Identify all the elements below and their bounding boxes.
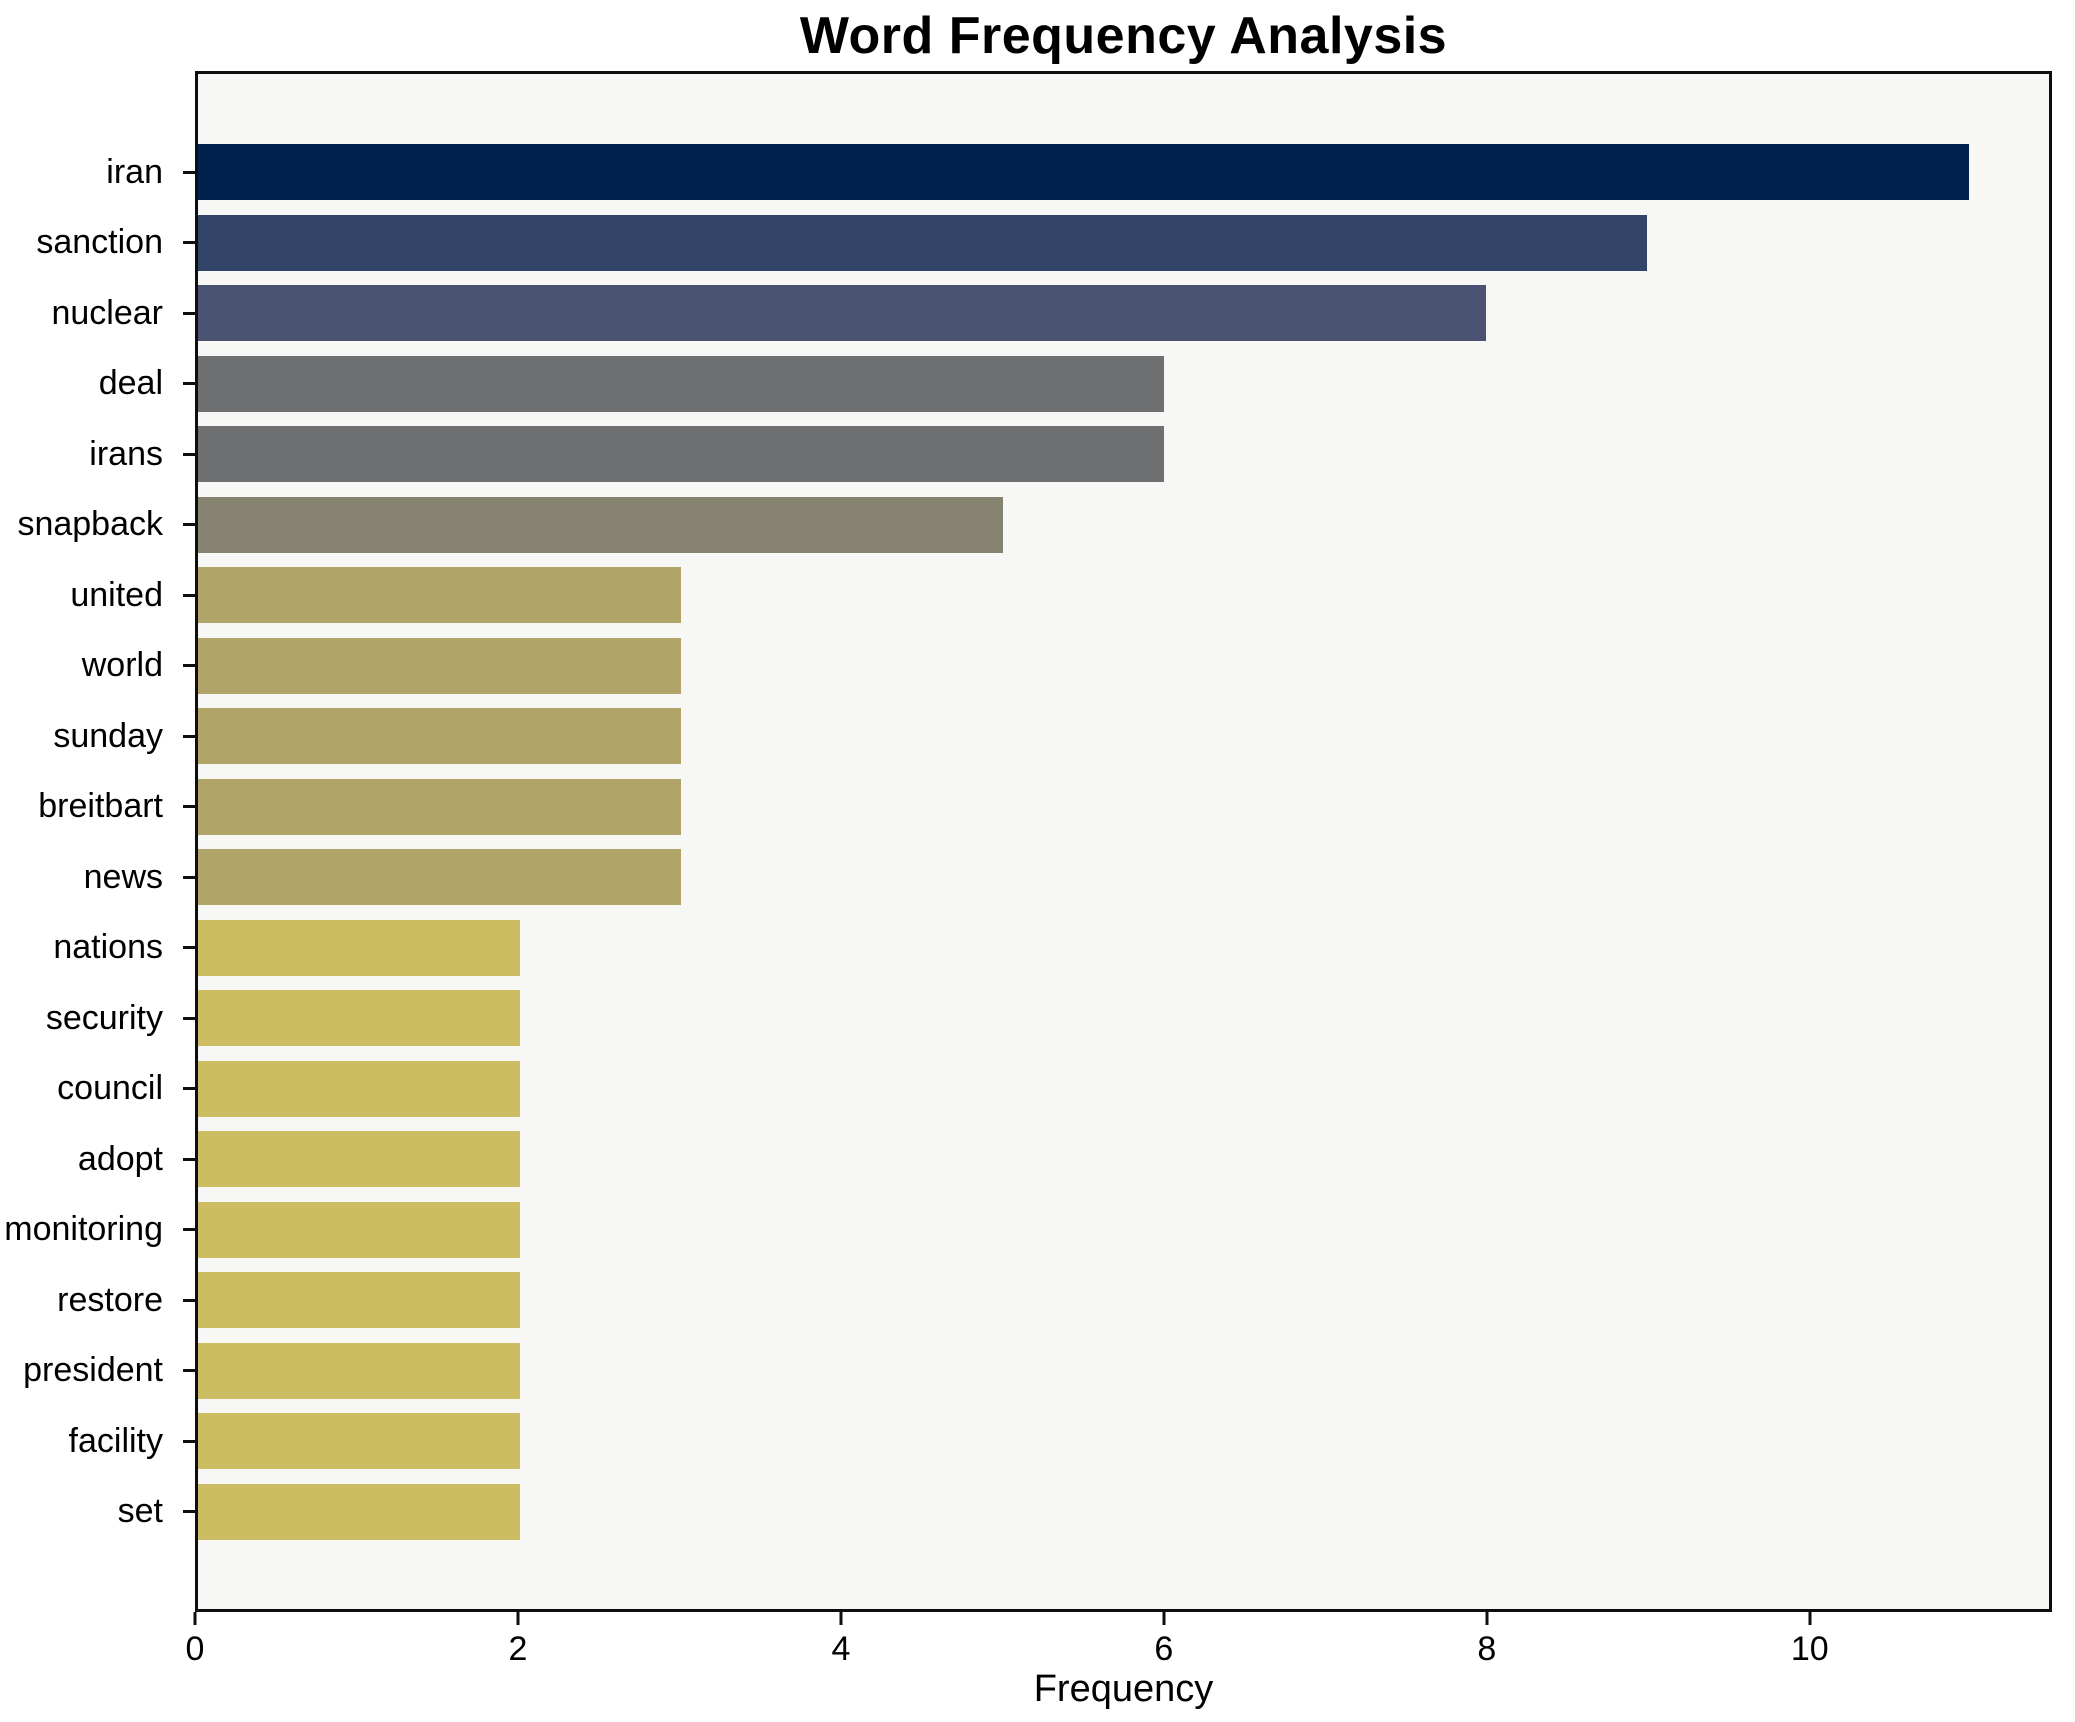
y-label-president: president (23, 1351, 163, 1390)
bar-row-nuclear (198, 278, 2049, 349)
x-axis-title: Frequency (1033, 1668, 1214, 1710)
y-tickmark-nations (183, 946, 195, 950)
bar-row-president (198, 1336, 2049, 1407)
y-label-iran: iran (106, 152, 163, 191)
x-tickmark-6 (1162, 1612, 1166, 1625)
bar-row-council (198, 1054, 2049, 1125)
bar-row-deal (198, 349, 2049, 420)
x-tick-label-0: 0 (185, 1630, 205, 1668)
y-tickmark-news (183, 875, 195, 879)
y-label-irans: irans (89, 434, 163, 473)
bar-row-breitbart (198, 772, 2049, 843)
y-label-facility: facility (68, 1421, 163, 1460)
x-tick-label-2: 2 (508, 1630, 528, 1668)
bar-row-facility (198, 1406, 2049, 1477)
bar-world (198, 637, 681, 694)
y-label-news: news (83, 857, 163, 896)
bar-row-security (198, 983, 2049, 1054)
bar-iran (198, 144, 1969, 201)
x-axis: 0 2 4 6 8 10 (186, 1612, 2052, 1722)
bar-row-monitoring (198, 1195, 2049, 1266)
y-label-monitoring: monitoring (4, 1210, 163, 1249)
y-label-nations: nations (53, 928, 163, 967)
y-tickmark-iran (183, 170, 195, 174)
bar-row-iran (198, 137, 2049, 208)
bar-nuclear (198, 285, 1486, 342)
x-tick-label-8: 8 (1477, 1630, 1497, 1668)
bar-adopt (198, 1131, 520, 1188)
bar-row-world (198, 631, 2049, 702)
x-tickmark-0 (193, 1612, 197, 1625)
y-tickmark-monitoring (183, 1228, 195, 1232)
y-tickmark-president (183, 1369, 195, 1373)
y-tickmark-restore (183, 1298, 195, 1302)
y-label-set: set (117, 1492, 163, 1531)
y-label-council: council (57, 1069, 163, 1108)
bar-row-sanction (198, 208, 2049, 279)
y-label-nuclear: nuclear (51, 293, 163, 332)
bar-row-restore (198, 1265, 2049, 1336)
y-tickmark-nuclear (183, 311, 195, 315)
bar-row-news (198, 842, 2049, 913)
bar-nations (198, 919, 520, 976)
y-label-united: united (70, 575, 163, 614)
x-tickmark-2 (516, 1612, 520, 1625)
x-tickmark-8 (1485, 1612, 1489, 1625)
bar-restore (198, 1272, 520, 1329)
bar-row-snapback (198, 490, 2049, 561)
bar-row-nations (198, 913, 2049, 984)
y-label-adopt: adopt (77, 1139, 163, 1178)
y-label-snapback: snapback (17, 505, 163, 544)
y-tickmark-united (183, 593, 195, 597)
bar-row-set (198, 1477, 2049, 1548)
bar-breitbart (198, 778, 681, 835)
y-label-sunday: sunday (53, 716, 163, 755)
y-tickmark-sanction (183, 241, 195, 245)
bar-president (198, 1342, 520, 1399)
y-tickmark-world (183, 664, 195, 668)
bar-deal (198, 355, 1164, 412)
chart-title: Word Frequency Analysis (799, 7, 1448, 65)
bar-irans (198, 426, 1164, 483)
bar-monitoring (198, 1201, 520, 1258)
y-axis-labels: iran sanction nuclear deal irans snapback unit… (0, 71, 195, 1612)
y-label-sanction: sanction (36, 223, 163, 262)
x-tickmark-4 (839, 1612, 843, 1625)
bar-council (198, 1060, 520, 1117)
y-label-restore: restore (57, 1280, 163, 1319)
y-tickmark-irans (183, 452, 195, 456)
y-tickmark-breitbart (183, 805, 195, 809)
y-tickmark-security (183, 1016, 195, 1020)
y-label-world: world (81, 646, 163, 685)
y-label-deal: deal (98, 364, 163, 403)
x-tick-label-4: 4 (831, 1630, 851, 1668)
x-tick-label-6: 6 (1154, 1630, 1174, 1668)
y-label-breitbart: breitbart (38, 787, 163, 826)
y-label-security: security (45, 998, 163, 1037)
bar-row-united (198, 560, 2049, 631)
y-tickmark-set (183, 1510, 195, 1514)
bar-snapback (198, 496, 1003, 553)
bar-news (198, 849, 681, 906)
y-tickmark-facility (183, 1439, 195, 1443)
bar-set (198, 1483, 520, 1540)
bar-row-irans (198, 419, 2049, 490)
bar-row-sunday (198, 701, 2049, 772)
bar-sanction (198, 214, 1647, 271)
y-tickmark-deal (183, 382, 195, 386)
bar-facility (198, 1413, 520, 1470)
bars-area (198, 74, 2049, 1609)
bar-sunday (198, 708, 681, 765)
plot-area (195, 71, 2052, 1612)
x-tickmark-10 (1808, 1612, 1812, 1625)
y-tickmark-council (183, 1087, 195, 1091)
x-tick-label-10: 10 (1790, 1630, 1829, 1668)
y-tickmark-snapback (183, 523, 195, 527)
y-tickmark-sunday (183, 734, 195, 738)
bar-security (198, 990, 520, 1047)
y-tickmark-adopt (183, 1157, 195, 1161)
bar-row-adopt (198, 1124, 2049, 1195)
bar-united (198, 567, 681, 624)
